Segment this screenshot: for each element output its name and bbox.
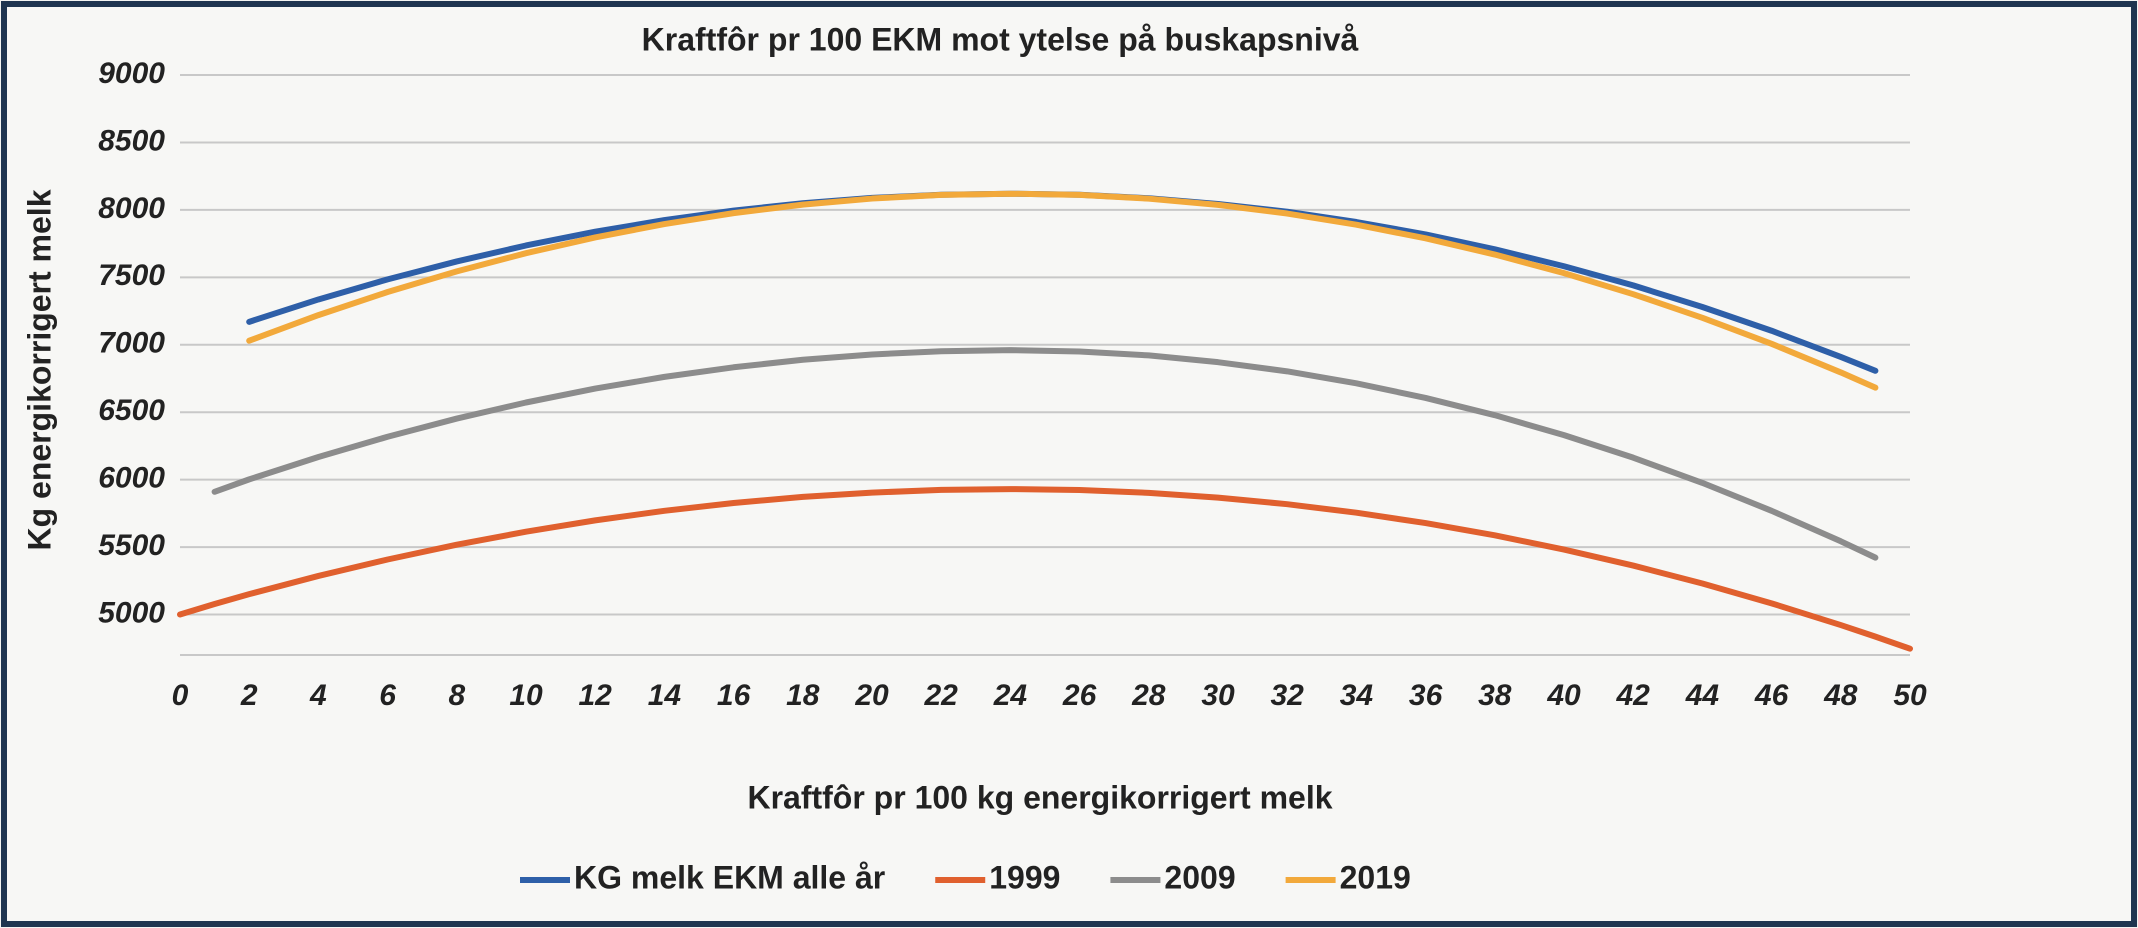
x-tick-label: 6 <box>379 679 396 712</box>
x-tick-label: 34 <box>1340 679 1374 712</box>
x-tick-label: 50 <box>1893 679 1927 712</box>
x-tick-label: 8 <box>448 679 465 712</box>
y-tick-label: 6500 <box>98 394 165 427</box>
x-tick-label: 22 <box>924 679 959 712</box>
x-tick-label: 26 <box>1062 679 1097 712</box>
legend-label: 2009 <box>1164 859 1235 895</box>
y-tick-label: 8000 <box>98 192 165 225</box>
x-tick-label: 42 <box>1616 679 1651 712</box>
x-tick-label: 10 <box>509 679 543 712</box>
series-line <box>177 486 1913 652</box>
x-tick-label: 28 <box>1131 679 1166 712</box>
x-tick-label: 18 <box>786 679 820 712</box>
x-tick-label: 24 <box>993 679 1028 712</box>
x-tick-label: 16 <box>717 679 751 712</box>
legend-label: 1999 <box>989 859 1060 895</box>
y-tick-label: 9000 <box>98 57 165 90</box>
x-axis-title: Kraftfôr pr 100 kg energikorrigert melk <box>747 779 1332 815</box>
y-tick-label: 8500 <box>98 124 165 157</box>
x-tick-label: 36 <box>1409 679 1443 712</box>
x-tick-label: 2 <box>240 679 258 712</box>
x-tick-label: 14 <box>648 679 682 712</box>
y-axis-title: Kg energikorrigert melk <box>21 189 57 550</box>
y-tick-label: 6000 <box>98 462 165 495</box>
series-line <box>246 190 1879 391</box>
x-tick-label: 40 <box>1546 679 1581 712</box>
legend-label: KG melk EKM alle år <box>574 859 885 895</box>
x-tick-label: 12 <box>579 679 613 712</box>
y-tick-label: 7500 <box>98 259 165 292</box>
y-tick-label: 7000 <box>98 327 165 360</box>
x-tick-label: 32 <box>1271 679 1305 712</box>
legend-label: 2019 <box>1340 859 1411 895</box>
chart-title: Kraftfôr pr 100 EKM mot ytelse på buskap… <box>642 21 1359 57</box>
x-tick-label: 4 <box>309 679 327 712</box>
x-tick-label: 48 <box>1823 679 1858 712</box>
x-tick-label: 46 <box>1754 679 1789 712</box>
x-tick-label: 44 <box>1685 679 1720 712</box>
y-tick-label: 5000 <box>98 596 165 629</box>
x-tick-label: 30 <box>1201 679 1235 712</box>
x-tick-label: 20 <box>854 679 889 712</box>
series-line <box>211 347 1879 561</box>
x-tick-label: 38 <box>1478 679 1512 712</box>
x-tick-label: 0 <box>172 679 189 712</box>
y-tick-label: 5500 <box>98 529 165 562</box>
